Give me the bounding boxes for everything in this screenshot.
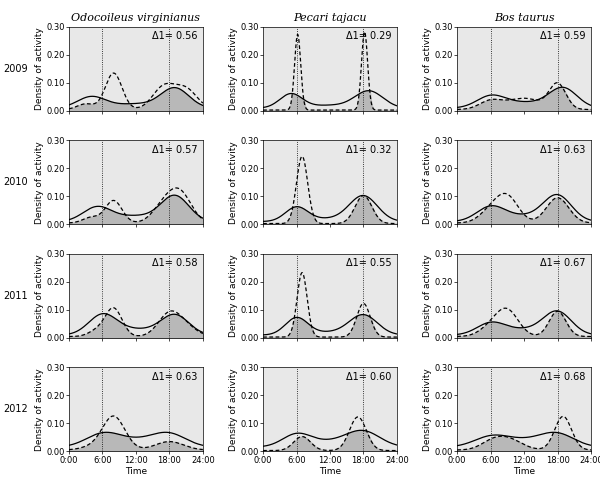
Text: Δ1= 0.57: Δ1= 0.57 — [152, 144, 197, 155]
Text: Δ1= 0.58: Δ1= 0.58 — [152, 258, 197, 268]
Text: Bos taurus: Bos taurus — [494, 13, 554, 23]
Text: Δ1= 0.56: Δ1= 0.56 — [152, 31, 197, 41]
Y-axis label: Density of activity: Density of activity — [35, 368, 44, 451]
Text: Pecari tajacu: Pecari tajacu — [293, 13, 367, 23]
Text: Odocoileus virginianus: Odocoileus virginianus — [71, 13, 200, 23]
X-axis label: Time: Time — [125, 468, 147, 476]
Y-axis label: Density of activity: Density of activity — [423, 255, 432, 337]
Text: 2012: 2012 — [3, 405, 28, 414]
Text: Δ1= 0.29: Δ1= 0.29 — [346, 31, 392, 41]
Y-axis label: Density of activity: Density of activity — [423, 27, 432, 110]
Text: Δ1= 0.63: Δ1= 0.63 — [540, 144, 586, 155]
Y-axis label: Density of activity: Density of activity — [229, 255, 238, 337]
Y-axis label: Density of activity: Density of activity — [423, 368, 432, 451]
Text: Δ1= 0.63: Δ1= 0.63 — [152, 371, 197, 382]
Text: Δ1= 0.32: Δ1= 0.32 — [346, 144, 392, 155]
Text: 2010: 2010 — [3, 177, 28, 187]
Y-axis label: Density of activity: Density of activity — [35, 141, 44, 224]
Y-axis label: Density of activity: Density of activity — [229, 141, 238, 224]
Text: Δ1= 0.59: Δ1= 0.59 — [540, 31, 586, 41]
Text: Δ1= 0.60: Δ1= 0.60 — [346, 371, 392, 382]
Y-axis label: Density of activity: Density of activity — [423, 141, 432, 224]
X-axis label: Time: Time — [319, 468, 341, 476]
Text: 2009: 2009 — [3, 64, 28, 74]
X-axis label: Time: Time — [513, 468, 535, 476]
Y-axis label: Density of activity: Density of activity — [35, 27, 44, 110]
Text: Δ1= 0.55: Δ1= 0.55 — [346, 258, 392, 268]
Y-axis label: Density of activity: Density of activity — [229, 368, 238, 451]
Y-axis label: Density of activity: Density of activity — [35, 255, 44, 337]
Y-axis label: Density of activity: Density of activity — [229, 27, 238, 110]
Text: Δ1= 0.68: Δ1= 0.68 — [540, 371, 586, 382]
Text: Δ1= 0.67: Δ1= 0.67 — [540, 258, 586, 268]
Text: 2011: 2011 — [3, 291, 28, 301]
